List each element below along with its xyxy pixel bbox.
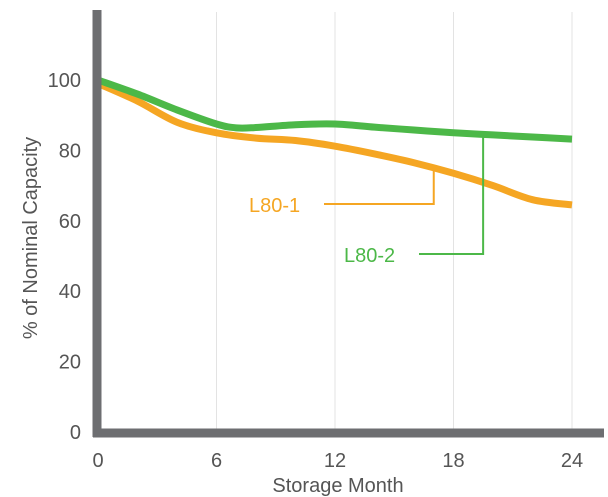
series-line-L80-1 <box>96 80 573 209</box>
x-tick-label-12: 12 <box>324 450 346 472</box>
x-tick-label-6: 6 <box>211 450 222 472</box>
series-label-L80-1: L80-1 <box>249 195 300 217</box>
series-callouts: L80-1 L80-2 <box>249 137 485 267</box>
y-tick-label-0: 0 <box>70 422 81 444</box>
series-label-L80-2: L80-2 <box>344 245 395 267</box>
axes <box>92 10 604 438</box>
grid-lines <box>216 12 573 432</box>
x-axis-title: Storage Month <box>272 475 403 497</box>
series-line-L80-2 <box>96 76 573 143</box>
x-tick-label-24: 24 <box>561 450 583 472</box>
y-tick-label-40: 40 <box>59 281 81 303</box>
y-tick-label-80: 80 <box>59 140 81 162</box>
tick-labels: 0 20 40 60 80 100 0 6 12 18 24 <box>48 70 584 472</box>
y-tick-label-100: 100 <box>48 70 81 92</box>
callout-line-L80-1 <box>324 171 435 205</box>
series-lines <box>96 76 573 209</box>
callout-line-L80-2 <box>419 137 485 255</box>
x-tick-label-18: 18 <box>442 450 464 472</box>
y-tick-label-60: 60 <box>59 211 81 233</box>
x-tick-label-0: 0 <box>92 450 103 472</box>
y-axis-title: % of Nominal Capacity <box>20 137 42 339</box>
y-tick-label-20: 20 <box>59 352 81 374</box>
